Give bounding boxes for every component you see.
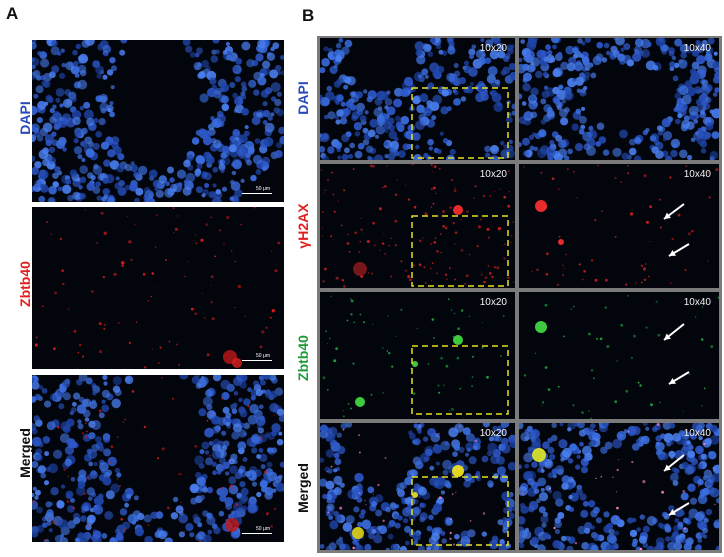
magnification-label: 10x20 — [479, 297, 507, 308]
micrograph-texture — [519, 38, 719, 160]
scale-bar — [242, 193, 272, 194]
panel-a-label-merged: Merged — [17, 428, 33, 478]
micrograph-texture — [320, 423, 515, 550]
scale-bar-label: 50 μm — [256, 186, 270, 192]
micrograph-texture — [320, 164, 515, 288]
panel-b-gh2ax-high-mag-image: 10x40 — [519, 164, 719, 288]
panel-b-label-merged: Merged — [295, 463, 311, 513]
magnification-label: 10x20 — [479, 428, 507, 439]
magnification-label: 10x40 — [683, 43, 711, 54]
micrograph-texture — [523, 295, 719, 419]
panel-a-label-dapi: DAPI — [17, 101, 33, 135]
micrograph-texture — [32, 375, 284, 542]
magnification-label: 10x40 — [683, 169, 711, 180]
micrograph-texture — [522, 164, 719, 286]
panel-a-zbtb40-image: 50 μm — [32, 207, 284, 369]
scale-bar — [242, 533, 272, 534]
micrograph-texture — [34, 207, 281, 369]
panel-a-label-zbtb40: Zbtb40 — [17, 261, 33, 307]
panel-b-merged-low-mag-image: 10x20 — [320, 423, 515, 550]
scale-bar-label: 50 μm — [256, 353, 270, 359]
scale-bar — [242, 360, 272, 361]
panel-b-dapi-low-mag-image: 10x20 — [320, 38, 515, 160]
panel-a-dapi-image: 50 μm — [32, 40, 284, 202]
scale-bar-label: 50 μm — [256, 526, 270, 532]
panel-b-merged-high-mag-image: 10x40 — [519, 423, 719, 550]
panel-a-merged-image: 50 μm — [32, 375, 284, 542]
panel-a-letter: A — [6, 4, 19, 23]
panel-b-label-dapi: DAPI — [295, 81, 311, 115]
magnification-label: 10x40 — [683, 428, 711, 439]
panel-b-zbtb40-high-mag-image: 10x40 — [519, 292, 719, 419]
panel-b-letter: B — [302, 6, 315, 25]
magnification-label: 10x40 — [683, 297, 711, 308]
micrograph-texture — [32, 40, 284, 202]
panel-b-label-gh2ax: γH2AX — [295, 203, 311, 249]
panel-b-label-zbtb40: Zbtb40 — [295, 335, 311, 381]
magnification-label: 10x20 — [479, 169, 507, 180]
panel-b-zbtb40-low-mag-image: 10x20 — [320, 292, 515, 419]
micrograph-texture — [320, 38, 515, 160]
micrograph-texture — [322, 295, 509, 418]
magnification-label: 10x20 — [479, 43, 507, 54]
micrograph-texture — [519, 423, 719, 550]
panel-b-gh2ax-low-mag-image: 10x20 — [320, 164, 515, 288]
panel-b-dapi-high-mag-image: 10x40 — [519, 38, 719, 160]
